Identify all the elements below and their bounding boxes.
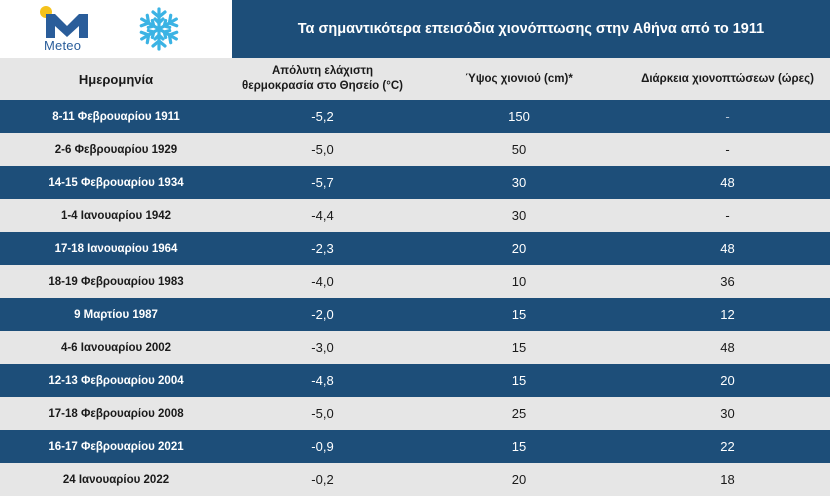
cell-snow-depth: 10 (511, 274, 527, 289)
cell-date: 4-6 Ιανουαρίου 2002 (60, 341, 172, 354)
cell-min-temp: -4,0 (311, 274, 334, 289)
table-row: 2-6 Φεβρουαρίου 1929 -5,0 50 - (0, 133, 830, 166)
table-row: 17-18 Φεβρουαρίου 2008 -5,0 25 30 (0, 397, 830, 430)
cell-duration: - (725, 142, 730, 157)
cell-duration: 48 (720, 340, 735, 355)
table-row: 8-11 Φεβρουαρίου 1911 -5,2 150 - (0, 100, 830, 133)
title-bar: Τα σημαντικότερα επεισόδια χιονόπτωσης σ… (232, 0, 830, 58)
cell-date: 1-4 Ιανουαρίου 1942 (60, 209, 172, 222)
logo-area: Meteo (0, 0, 232, 58)
cell-date: 16-17 Φεβρουαρίου 2021 (48, 440, 184, 453)
header-snow-depth: Ύψος χιονιού (cm)* (465, 73, 573, 85)
table-row: 14-15 Φεβρουαρίου 1934 -5,7 30 48 (0, 166, 830, 199)
cell-duration: - (725, 208, 730, 223)
cell-min-temp: -0,2 (311, 472, 334, 487)
table-row: 24 Ιανουαρίου 2022 -0,2 20 18 (0, 463, 830, 496)
logo-text: Meteo (44, 38, 82, 53)
cell-duration: 18 (720, 472, 735, 487)
cell-snow-depth: 150 (508, 109, 530, 124)
cell-duration: 36 (720, 274, 735, 289)
cell-snow-depth: 30 (511, 208, 527, 223)
table-row: 18-19 Φεβρουαρίου 1983 -4,0 10 36 (0, 265, 830, 298)
cell-duration: 22 (720, 439, 735, 454)
cell-date: 14-15 Φεβρουαρίου 1934 (48, 176, 184, 189)
cell-date: 2-6 Φεβρουαρίου 1929 (54, 143, 178, 156)
cell-date: 17-18 Ιανουαρίου 1964 (54, 242, 178, 255)
cell-snow-depth: 20 (511, 472, 527, 487)
cell-date: 17-18 Φεβρουαρίου 2008 (48, 407, 184, 420)
cell-snow-depth: 15 (511, 340, 527, 355)
table-body: 8-11 Φεβρουαρίου 1911 -5,2 150-2-6 Φεβρουα… (0, 100, 830, 496)
meteo-logo-icon (40, 6, 88, 38)
cell-min-temp: -4,4 (311, 208, 334, 223)
cell-duration: - (725, 109, 730, 124)
cell-min-temp: -2,0 (311, 307, 334, 322)
header: Meteo Τα σ (0, 0, 830, 58)
cell-snow-depth: 15 (511, 307, 527, 322)
cell-min-temp: -5,0 (311, 406, 334, 421)
cell-min-temp: -3,0 (311, 340, 334, 355)
cell-snow-depth: 25 (511, 406, 527, 421)
snowflake-icon (137, 7, 181, 51)
cell-snow-depth: 15 (511, 373, 527, 388)
table-row: 1-4 Ιανουαρίου 1942 -4,4 30 - (0, 199, 830, 232)
cell-min-temp: -4,8 (311, 373, 334, 388)
cell-date: 12-13 Φεβρουαρίου 2004 (48, 374, 184, 387)
table-row: 9 Μαρτίου 1987 -2,0 15 12 (0, 298, 830, 331)
cell-duration: 20 (720, 373, 735, 388)
cell-min-temp: -5,7 (311, 175, 334, 190)
table-row: 4-6 Ιανουαρίου 2002 -3,0 15 48 (0, 331, 830, 364)
header-duration: Διάρκεια χιονοπτώσεων (ώρες) (641, 73, 814, 85)
cell-min-temp: -5,0 (311, 142, 334, 157)
page-title: Τα σημαντικότερα επεισόδια χιονόπτωσης σ… (297, 21, 765, 37)
cell-min-temp: -5,2 (311, 109, 334, 124)
cell-date: 9 Μαρτίου 1987 (74, 308, 158, 321)
cell-duration: 48 (720, 175, 735, 190)
cell-duration: 12 (720, 307, 735, 322)
cell-snow-depth: 20 (511, 241, 527, 256)
cell-date: 8-11 Φεβρουαρίου 1911 (52, 110, 180, 123)
cell-snow-depth: 30 (511, 175, 527, 190)
cell-snow-depth: 15 (511, 439, 527, 454)
cell-snow-depth: 50 (511, 142, 527, 157)
table-row: 17-18 Ιανουαρίου 1964 -2,3 20 48 (0, 232, 830, 265)
table-row: 12-13 Φεβρουαρίου 2004 -4,8 15 20 (0, 364, 830, 397)
cell-min-temp: -0,9 (311, 439, 334, 454)
cell-date: 24 Ιανουαρίου 2022 (62, 473, 170, 486)
cell-min-temp: -2,3 (311, 241, 334, 256)
header-min-temp: Απόλυτη ελάχιστη θερμοκρασία στο Θησείο … (242, 65, 403, 92)
table-row: 16-17 Φεβρουαρίου 2021 -0,9 15 22 (0, 430, 830, 463)
cell-duration: 30 (720, 406, 735, 421)
table-header: Ημερομηνία Απόλυτη ελάχιστη θερμοκρασία … (0, 58, 830, 100)
cell-date: 18-19 Φεβρουαρίου 1983 (48, 275, 184, 288)
header-date: Ημερομηνία (78, 71, 154, 87)
cell-duration: 48 (720, 241, 735, 256)
